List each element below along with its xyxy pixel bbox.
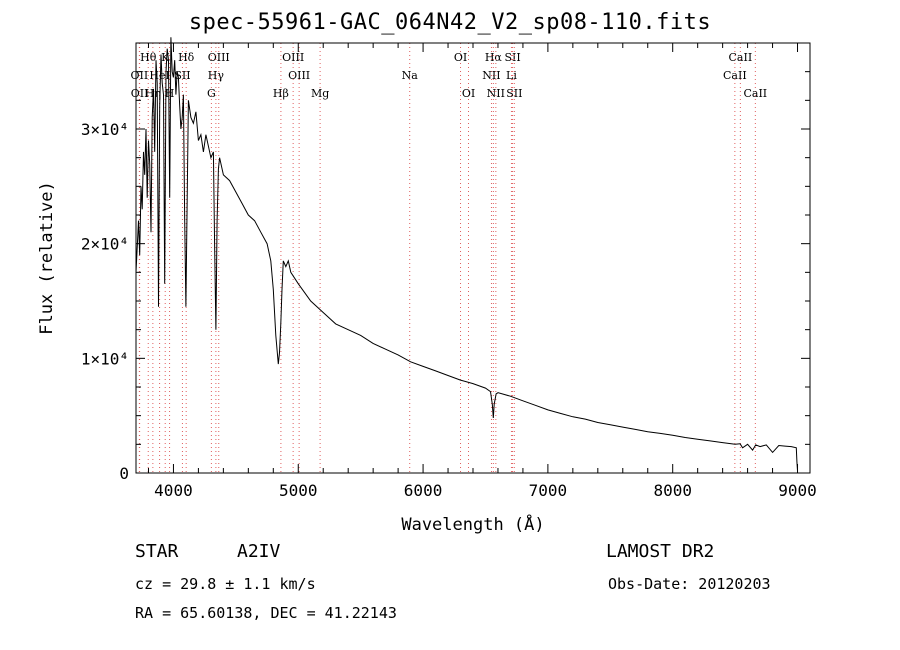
line-marker-label: K [161,51,170,64]
observation-date: Obs-Date: 20120203 [608,575,771,593]
line-marker-label: OII [131,87,149,100]
line-marker-label: CaII [723,69,747,82]
line-marker-label: OI [454,51,467,64]
x-tick-label: 8000 [653,481,692,500]
spectrum-line [135,37,798,471]
x-tick-label: 5000 [279,481,318,500]
line-marker-label: CaII [743,87,767,100]
x-tick-label: 7000 [529,481,568,500]
line-marker-label: Hγ [208,69,225,82]
y-tick-label: 0 [119,464,129,483]
y-tick-label: 2×10⁴ [81,235,129,254]
line-marker-label: Hθ [140,51,157,64]
line-marker-label: G [207,87,216,100]
chart-title: spec-55961-GAC_064N42_V2_sp08-110.fits [188,10,712,35]
line-marker-label: Hδ [178,51,195,64]
x-tick-label: 6000 [404,481,443,500]
x-tick-label: 4000 [154,481,193,500]
line-marker-label: Li [506,69,517,82]
line-marker-label: OIII [288,69,310,82]
line-marker-label: Hα [485,51,503,64]
x-axis-label: Wavelength (Å) [401,513,544,535]
coordinates: RA = 65.60138, DEC = 41.22143 [135,604,397,622]
object-class: A2IV [237,541,281,562]
line-marker-label: Na [402,69,419,82]
line-marker-label: CaII [729,51,753,64]
redshift-value: cz = 29.8 ± 1.1 km/s [135,575,316,593]
line-marker-label: HeI [149,69,169,82]
y-tick-label: 1×10⁴ [81,349,129,368]
line-marker-label: NII [482,69,500,82]
line-marker-label: Hβ [273,87,289,100]
line-marker-label: SII [506,87,522,100]
plot-frame [135,42,811,474]
line-marker-label: SII [504,51,520,64]
line-marker-label: NII [487,87,505,100]
line-marker-label: Mg [311,87,329,100]
survey-name: LAMOST DR2 [606,541,715,562]
y-tick-label: 3×10⁴ [81,120,129,139]
line-marker-label: OI [462,87,475,100]
y-axis-label: Flux (relative) [37,181,57,335]
line-marker-label: OIII [282,51,304,64]
line-marker-label: H [165,87,175,100]
object-type: STAR [135,541,179,562]
x-tick-label: 9000 [778,481,817,500]
line-marker-label: OIII [208,51,230,64]
